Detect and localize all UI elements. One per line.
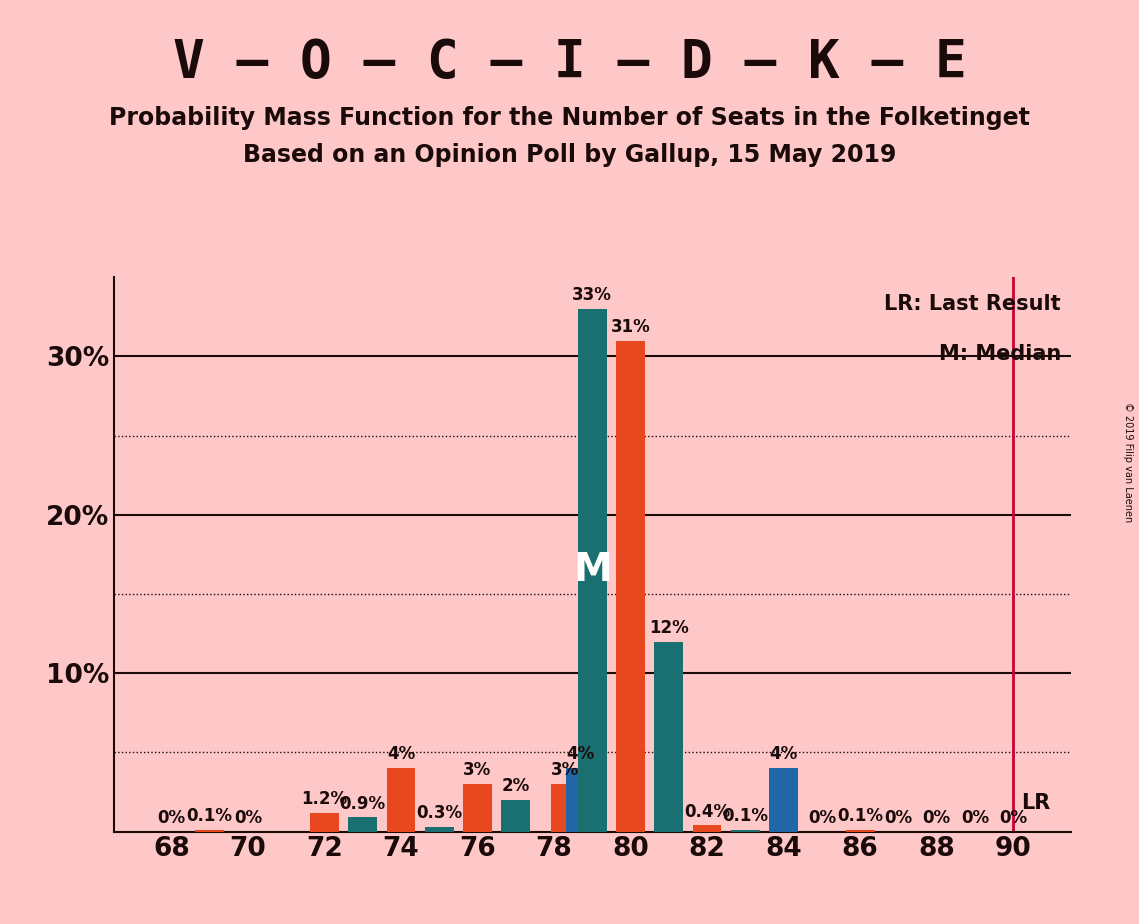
Bar [731,830,760,832]
Text: 4%: 4% [770,746,797,763]
Text: 0.9%: 0.9% [339,795,386,812]
Text: 0%: 0% [923,808,951,827]
Text: 31%: 31% [611,318,650,335]
Text: 1.2%: 1.2% [302,790,347,808]
Text: 0.4%: 0.4% [685,803,730,821]
Text: 0.1%: 0.1% [722,808,769,825]
Bar [349,818,377,832]
Text: 4%: 4% [567,746,595,763]
Bar [195,830,224,832]
Bar [693,825,721,832]
Bar [616,341,645,832]
Text: 0.3%: 0.3% [416,804,462,822]
Text: 0.1%: 0.1% [837,808,883,825]
Bar [386,768,416,832]
Text: 3%: 3% [551,761,580,779]
Text: 0%: 0% [233,808,262,827]
Text: 0.1%: 0.1% [187,808,232,825]
Text: M: Median: M: Median [939,344,1062,364]
Bar [310,812,338,832]
Bar [846,830,875,832]
Bar [577,309,607,832]
Text: © 2019 Filip van Laenen: © 2019 Filip van Laenen [1123,402,1133,522]
Text: 33%: 33% [572,286,613,304]
Bar [655,641,683,832]
Text: 0%: 0% [999,808,1027,827]
Text: 0%: 0% [961,808,989,827]
Text: 3%: 3% [464,761,492,779]
Bar [425,827,453,832]
Text: Probability Mass Function for the Number of Seats in the Folketinget: Probability Mass Function for the Number… [109,106,1030,130]
Text: Based on an Opinion Poll by Gallup, 15 May 2019: Based on an Opinion Poll by Gallup, 15 M… [243,143,896,167]
Bar [769,768,798,832]
Bar [501,800,530,832]
Text: 0%: 0% [808,808,836,827]
Text: M: M [573,552,612,590]
Text: 12%: 12% [649,619,689,637]
Text: 0%: 0% [884,808,912,827]
Text: V – O – C – I – D – K – E: V – O – C – I – D – K – E [173,37,966,89]
Text: 4%: 4% [387,746,415,763]
Text: 0%: 0% [157,808,186,827]
Text: LR: LR [1021,793,1050,812]
Bar [566,768,596,832]
Text: 2%: 2% [501,777,530,796]
Bar [464,784,492,832]
Bar [551,784,580,832]
Text: LR: Last Result: LR: Last Result [885,294,1062,314]
